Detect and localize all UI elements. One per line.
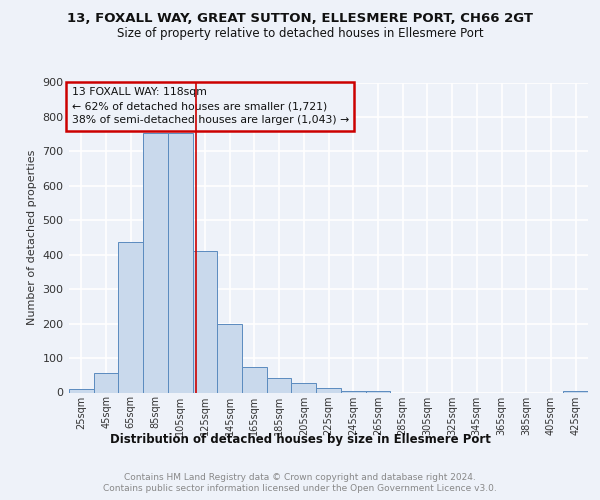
Bar (563, 391, 588, 392)
Text: Contains HM Land Registry data © Crown copyright and database right 2024.: Contains HM Land Registry data © Crown c… (124, 472, 476, 482)
Bar (316, 388, 341, 392)
Text: Contains public sector information licensed under the Open Government Licence v3: Contains public sector information licen… (103, 484, 497, 493)
Bar (69, 389, 94, 392)
Text: 13, FOXALL WAY, GREAT SUTTON, ELLESMERE PORT, CH66 2GT: 13, FOXALL WAY, GREAT SUTTON, ELLESMERE … (67, 12, 533, 26)
Bar (143, 133, 168, 392)
Bar (292, 383, 316, 392)
Text: 13 FOXALL WAY: 118sqm
← 62% of detached houses are smaller (1,721)
38% of semi-d: 13 FOXALL WAY: 118sqm ← 62% of detached … (71, 87, 349, 125)
Text: Size of property relative to detached houses in Ellesmere Port: Size of property relative to detached ho… (116, 28, 484, 40)
Bar (267, 378, 292, 392)
Text: Distribution of detached houses by size in Ellesmere Port: Distribution of detached houses by size … (110, 432, 490, 446)
Bar (118, 242, 143, 392)
Bar (168, 133, 193, 392)
Y-axis label: Number of detached properties: Number of detached properties (27, 150, 37, 325)
Bar (341, 391, 365, 392)
Bar (242, 366, 267, 392)
Bar (217, 324, 242, 392)
Bar (365, 391, 390, 392)
Bar (193, 252, 217, 392)
Bar (94, 373, 118, 392)
